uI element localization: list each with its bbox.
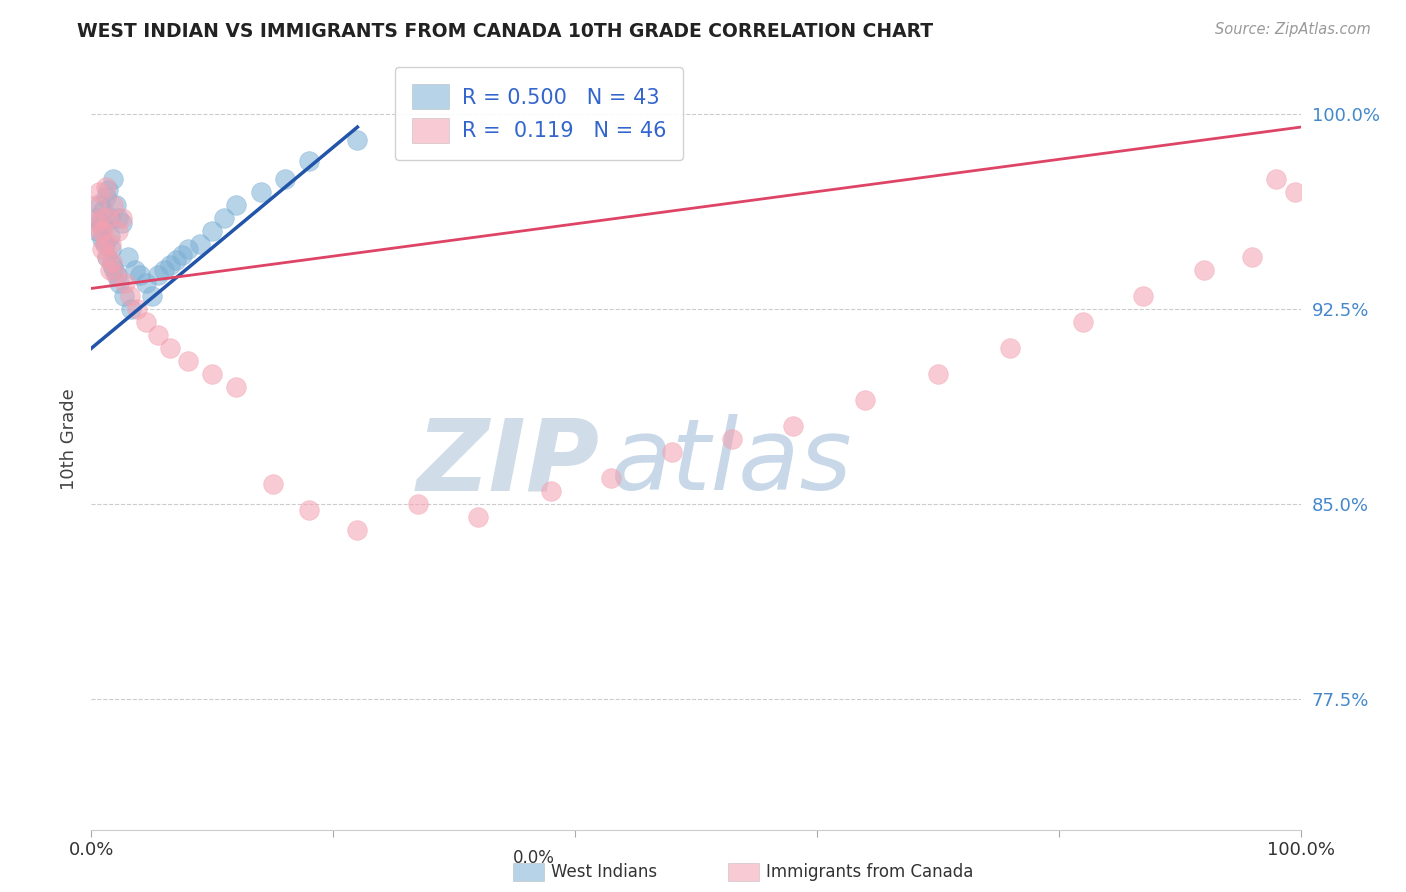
- Point: [89, 224, 111, 238]
- Point: [100, 237, 122, 252]
- Point: [165, 252, 187, 267]
- Point: [159, 258, 181, 272]
- Point: [105, 268, 128, 283]
- Point: [97, 211, 120, 226]
- Point: [540, 484, 562, 499]
- Point: [201, 224, 224, 238]
- Point: [114, 276, 136, 290]
- Point: [225, 198, 247, 212]
- Point: [101, 255, 124, 269]
- Text: Source: ZipAtlas.com: Source: ZipAtlas.com: [1215, 22, 1371, 37]
- Point: [98, 263, 121, 277]
- Point: [201, 368, 224, 382]
- Point: [146, 328, 169, 343]
- Point: [274, 172, 297, 186]
- Point: [93, 219, 115, 233]
- Point: [89, 198, 111, 212]
- Point: [721, 432, 744, 446]
- Point: [159, 341, 181, 355]
- Point: [108, 276, 131, 290]
- Point: [153, 263, 176, 277]
- Point: [104, 268, 127, 283]
- Point: [262, 476, 284, 491]
- Point: [406, 497, 429, 511]
- Legend: R = 0.500   N = 43, R =  0.119   N = 46: R = 0.500 N = 43, R = 0.119 N = 46: [395, 67, 683, 160]
- Point: [87, 185, 110, 199]
- Point: [1000, 341, 1022, 355]
- Point: [86, 211, 108, 226]
- Point: [188, 237, 211, 252]
- Point: [1192, 263, 1215, 277]
- Point: [346, 133, 368, 147]
- Point: [927, 368, 949, 382]
- Point: [93, 237, 115, 252]
- Point: [135, 276, 157, 290]
- Text: atlas: atlas: [612, 414, 853, 511]
- Point: [94, 180, 117, 194]
- Point: [91, 232, 114, 246]
- Point: [104, 198, 127, 212]
- Point: [177, 243, 200, 257]
- Point: [107, 224, 129, 238]
- Point: [97, 182, 120, 196]
- Point: [96, 250, 118, 264]
- Point: [1071, 315, 1094, 329]
- Point: [141, 289, 163, 303]
- Point: [661, 445, 683, 459]
- Point: [93, 237, 115, 252]
- Point: [249, 185, 271, 199]
- Text: ZIP: ZIP: [416, 414, 599, 511]
- Point: [98, 211, 121, 226]
- Point: [101, 258, 124, 272]
- Point: [111, 216, 132, 230]
- Point: [128, 268, 150, 283]
- Point: [1265, 172, 1288, 186]
- Point: [467, 510, 489, 524]
- Point: [100, 243, 122, 257]
- Point: [103, 263, 125, 277]
- Point: [146, 268, 169, 283]
- Point: [124, 263, 146, 277]
- Point: [86, 216, 108, 230]
- Point: [98, 229, 121, 244]
- Point: [225, 380, 247, 394]
- Point: [96, 250, 118, 264]
- Point: [782, 419, 804, 434]
- Point: [111, 211, 132, 226]
- Point: [172, 247, 194, 261]
- Text: WEST INDIAN VS IMMIGRANTS FROM CANADA 10TH GRADE CORRELATION CHART: WEST INDIAN VS IMMIGRANTS FROM CANADA 10…: [77, 22, 934, 41]
- Point: [853, 393, 876, 408]
- Point: [101, 172, 124, 186]
- Point: [135, 315, 157, 329]
- Point: [120, 289, 142, 303]
- Point: [112, 289, 135, 303]
- Point: [90, 211, 112, 226]
- Point: [93, 224, 115, 238]
- Point: [1284, 185, 1306, 199]
- Text: 0.0%: 0.0%: [513, 849, 555, 867]
- Point: [298, 502, 321, 516]
- Point: [127, 302, 149, 317]
- Point: [177, 354, 200, 368]
- Point: [346, 524, 368, 538]
- Point: [214, 211, 236, 226]
- Point: [107, 211, 129, 226]
- Point: [94, 190, 117, 204]
- Y-axis label: 10th Grade: 10th Grade: [59, 388, 77, 491]
- Text: Immigrants from Canada: Immigrants from Canada: [766, 863, 973, 881]
- Point: [1241, 250, 1264, 264]
- Point: [101, 198, 124, 212]
- Point: [86, 224, 108, 238]
- Point: [1132, 289, 1154, 303]
- Point: [93, 203, 115, 218]
- Point: [91, 243, 114, 257]
- Text: West Indians: West Indians: [551, 863, 657, 881]
- Point: [90, 216, 112, 230]
- Point: [600, 471, 623, 485]
- Point: [298, 153, 321, 168]
- Point: [117, 250, 139, 264]
- Point: [84, 198, 107, 212]
- Point: [120, 302, 142, 317]
